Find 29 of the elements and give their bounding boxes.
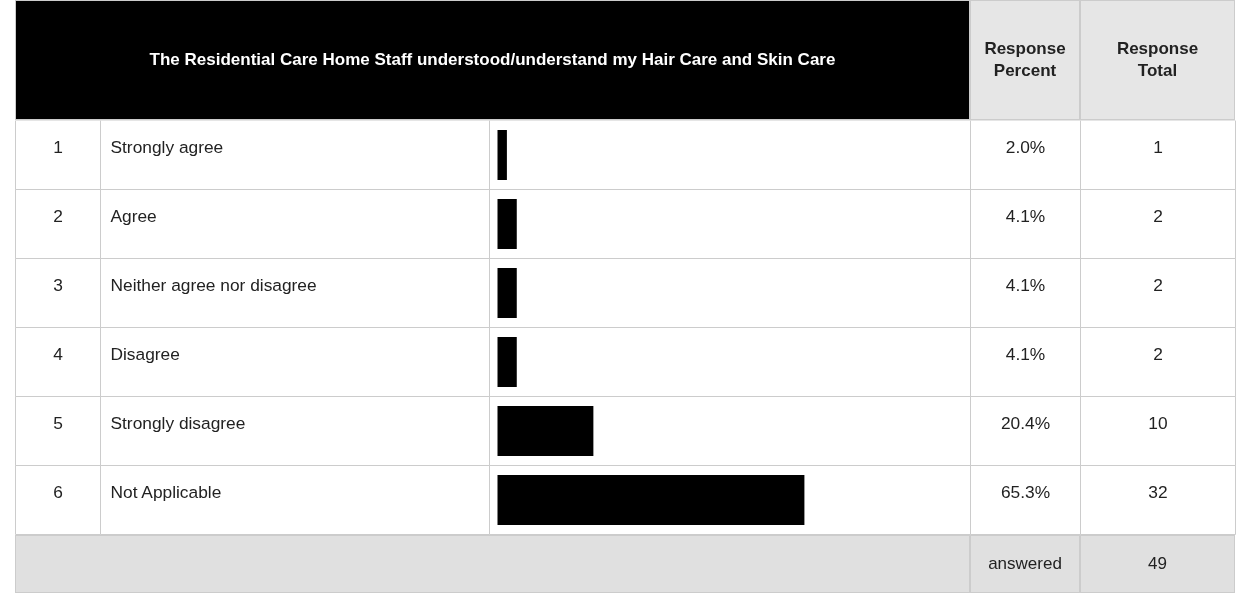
text: 10 — [1148, 413, 1168, 433]
data-label: 20.4% — [1000, 413, 1051, 433]
text: 2 — [1153, 275, 1163, 295]
picture-table-cell: answered — [970, 535, 1080, 593]
picture-table-header-cell: Response Total — [1080, 0, 1235, 120]
y-tick-label: Neither agree nor disagree — [110, 275, 317, 295]
text: 1 — [53, 137, 63, 157]
data-label: 4.1% — [1005, 206, 1046, 226]
text: 1 — [1153, 137, 1163, 157]
text: 4 — [53, 344, 64, 364]
y-tick-label: Strongly agree — [110, 137, 224, 157]
text: 2 — [1153, 206, 1163, 226]
data-label: 4.1% — [1005, 344, 1046, 364]
picture-table-header-cell: Response Percent — [970, 0, 1080, 120]
data-label: 65.3% — [1000, 482, 1051, 502]
text: 3 — [53, 275, 63, 295]
text: 2 — [53, 206, 63, 226]
data-label: 2.0% — [1005, 137, 1046, 157]
text: 6 — [53, 482, 63, 502]
picture-table-header: The Residential Care Home Staff understood/understand my Hair Care and Skin Care — [15, 0, 970, 120]
data-label: 4.1% — [1005, 275, 1046, 295]
text: 2 — [1153, 344, 1163, 364]
y-tick-label: Strongly disagree — [110, 413, 246, 433]
text: 32 — [1148, 482, 1168, 502]
text: 5 — [53, 413, 63, 433]
y-tick-label: Agree — [110, 206, 157, 226]
y-tick-label: Disagree — [110, 344, 180, 364]
y-tick-label: Not Applicable — [110, 482, 222, 502]
picture-table-cell: 49 — [1080, 535, 1235, 593]
